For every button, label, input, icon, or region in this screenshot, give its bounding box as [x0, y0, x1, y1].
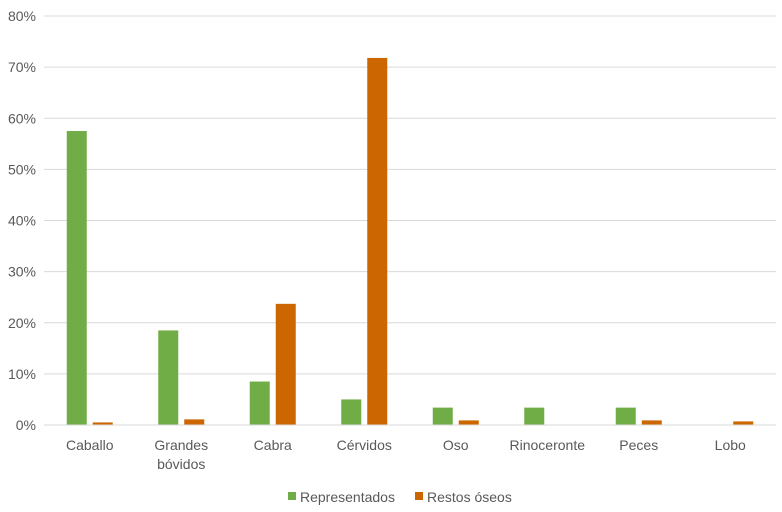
category-label: Grandes bóvidos	[154, 437, 208, 472]
y-tick-label: 20%	[8, 315, 36, 331]
bar-representados	[158, 330, 179, 425]
bar-restos-oseos	[275, 303, 296, 425]
bar-restos-oseos	[641, 420, 662, 425]
bar-restos-oseos	[184, 419, 205, 425]
y-tick-label: 0%	[16, 417, 36, 433]
category-label: Cérvidos	[337, 437, 392, 453]
category-label: Cabra	[254, 437, 292, 453]
category-label: Rinoceronte	[510, 437, 586, 453]
y-tick-label: 10%	[8, 366, 36, 382]
gridlines	[44, 15, 776, 375]
legend-swatch	[415, 492, 423, 500]
legend-label: Representados	[300, 489, 395, 505]
category-label: Peces	[619, 437, 658, 453]
y-tick-label: 80%	[8, 8, 36, 24]
bar-restos-oseos	[458, 420, 479, 425]
bar-restos-oseos	[367, 57, 388, 426]
legend-label: Restos óseos	[427, 489, 512, 505]
y-tick-label: 30%	[8, 264, 36, 280]
category-label: Lobo	[715, 437, 746, 453]
y-tick-label: 50%	[8, 161, 36, 177]
legend-swatch	[288, 492, 296, 500]
bar-representados	[432, 407, 453, 425]
y-tick-label: 70%	[8, 59, 36, 75]
category-label: Oso	[443, 437, 469, 453]
bar-representados	[66, 131, 87, 425]
legend: Representados Restos óseos	[288, 489, 512, 505]
category-labels: Caballo Grandes bóvidos Cabra Cérvidos Oso Rin…	[66, 437, 746, 472]
category-label: Caballo	[66, 437, 114, 453]
y-axis-tick-labels: 0% 10% 20% 30% 40% 50% 60% 70% 80%	[8, 8, 36, 433]
bar-representados	[249, 381, 270, 425]
bar-representados	[615, 407, 636, 425]
y-tick-label: 40%	[8, 213, 36, 229]
bar-representados	[341, 399, 362, 425]
bar-restos-oseos	[733, 421, 754, 425]
bars	[66, 57, 754, 426]
bar-representados	[524, 407, 545, 425]
y-tick-label: 60%	[8, 110, 36, 126]
bar-restos-oseos	[92, 422, 113, 425]
